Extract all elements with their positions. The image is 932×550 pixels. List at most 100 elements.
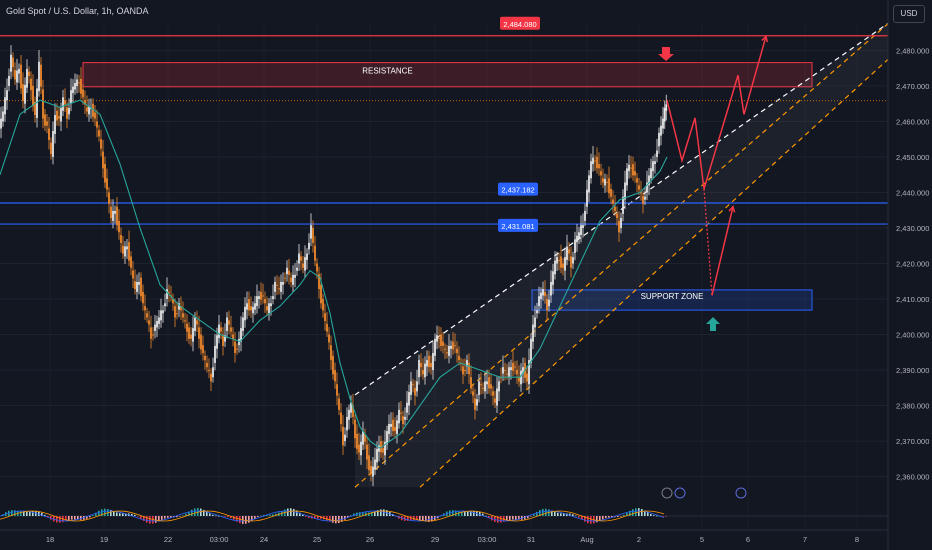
candle-body xyxy=(188,327,190,339)
candle-body xyxy=(554,260,556,275)
oscillator-bar xyxy=(587,516,589,524)
oscillator-bar xyxy=(416,516,418,520)
candle-body xyxy=(246,303,248,310)
candle-body xyxy=(56,110,58,121)
candle-body xyxy=(16,70,18,83)
oscillator-bar xyxy=(632,509,634,516)
candle-body xyxy=(294,274,296,278)
candle-body xyxy=(388,424,390,434)
candle-body xyxy=(402,416,404,425)
candle-body xyxy=(382,448,384,453)
candle-body xyxy=(184,320,186,322)
us-flag-event-icon xyxy=(674,487,686,499)
oscillator-bar xyxy=(308,516,310,518)
candle-body xyxy=(328,334,330,343)
oscillator-bar xyxy=(131,513,133,516)
candle-body xyxy=(270,303,272,307)
candle-body xyxy=(332,355,334,375)
candle-body xyxy=(548,299,550,307)
candle-body xyxy=(334,370,336,382)
oscillator-bar xyxy=(596,516,598,523)
candle-body xyxy=(622,196,624,214)
support-zone xyxy=(531,289,813,311)
zones: RESISTANCE SUPPORT ZONE xyxy=(82,62,813,311)
oscillator-bar xyxy=(47,516,49,518)
oscillator-bar xyxy=(359,512,361,516)
x-tick-label: 03:00 xyxy=(478,535,497,544)
currency-button[interactable]: USD xyxy=(893,5,925,23)
candle-body xyxy=(370,465,372,474)
candle-body xyxy=(604,178,606,186)
oscillator-bar xyxy=(515,516,517,520)
candle-body xyxy=(486,381,488,385)
oscillator-bar xyxy=(467,511,469,516)
x-tick-label: 8 xyxy=(855,535,859,544)
candle-body xyxy=(506,373,508,375)
channel-lower-line xyxy=(419,57,891,488)
oscillator-bar xyxy=(554,511,556,516)
y-tick-label: 2,360.000 xyxy=(896,473,929,482)
candle-body xyxy=(354,419,356,439)
candle-body xyxy=(210,373,212,382)
candle-body xyxy=(260,291,262,300)
oscillator-bar xyxy=(11,510,13,516)
candle-body xyxy=(358,444,360,453)
oscillator-bar xyxy=(611,516,613,518)
y-tick-label: 2,430.000 xyxy=(896,224,929,233)
oscillator-bar xyxy=(419,516,421,521)
resistance-zone xyxy=(82,62,813,88)
oscillator-bar xyxy=(353,513,355,516)
price-axis-panel xyxy=(888,0,932,550)
candle-body xyxy=(330,345,332,361)
candle-body xyxy=(634,171,636,176)
oscillator-bar xyxy=(272,514,274,516)
candle-body xyxy=(584,210,586,221)
candle-body xyxy=(310,225,312,239)
candles xyxy=(0,45,668,487)
oscillator-bar xyxy=(575,515,577,517)
candle-body xyxy=(398,409,400,424)
lightning-event-icon xyxy=(661,487,673,499)
oscillator-bar xyxy=(533,514,535,516)
oscillator-bar xyxy=(167,516,169,518)
candle-body xyxy=(438,338,440,340)
y-tick-label: 2,480.000 xyxy=(896,46,929,55)
level-callout-box xyxy=(498,218,538,232)
candle-body xyxy=(636,178,638,183)
candle-body xyxy=(478,381,480,395)
projection-arrows xyxy=(658,34,769,331)
candle-body xyxy=(652,161,654,172)
candle-body xyxy=(172,299,174,304)
candle-body xyxy=(106,178,108,190)
oscillator-bar xyxy=(551,510,553,516)
candle-body xyxy=(534,317,536,328)
candle-body xyxy=(58,116,60,119)
oscillator-bar xyxy=(263,514,265,516)
candle-body xyxy=(504,370,506,372)
candle-body xyxy=(562,263,564,268)
candle-body xyxy=(148,320,150,325)
oscillator-bar xyxy=(287,508,289,516)
x-tick-label: 22 xyxy=(164,535,172,544)
candle-body xyxy=(624,182,626,200)
oscillator-bar xyxy=(656,515,658,517)
candle-body xyxy=(408,392,410,406)
candle-body xyxy=(202,345,204,353)
candle-body xyxy=(254,303,256,310)
candle-body xyxy=(544,291,546,297)
candle-body xyxy=(546,299,548,311)
candle-body xyxy=(530,338,532,363)
candle-body xyxy=(536,310,538,314)
oscillator-bar xyxy=(218,515,220,517)
candle-body xyxy=(304,257,306,271)
candle-body xyxy=(10,54,12,72)
candle-body xyxy=(348,409,350,420)
oscillator-bar xyxy=(56,516,58,523)
candle-body xyxy=(266,306,268,311)
oscillator-bar xyxy=(275,513,277,516)
candle-body xyxy=(612,199,614,204)
candle-body xyxy=(178,303,180,310)
level-callout-box xyxy=(500,16,540,30)
candle-body xyxy=(362,431,364,445)
